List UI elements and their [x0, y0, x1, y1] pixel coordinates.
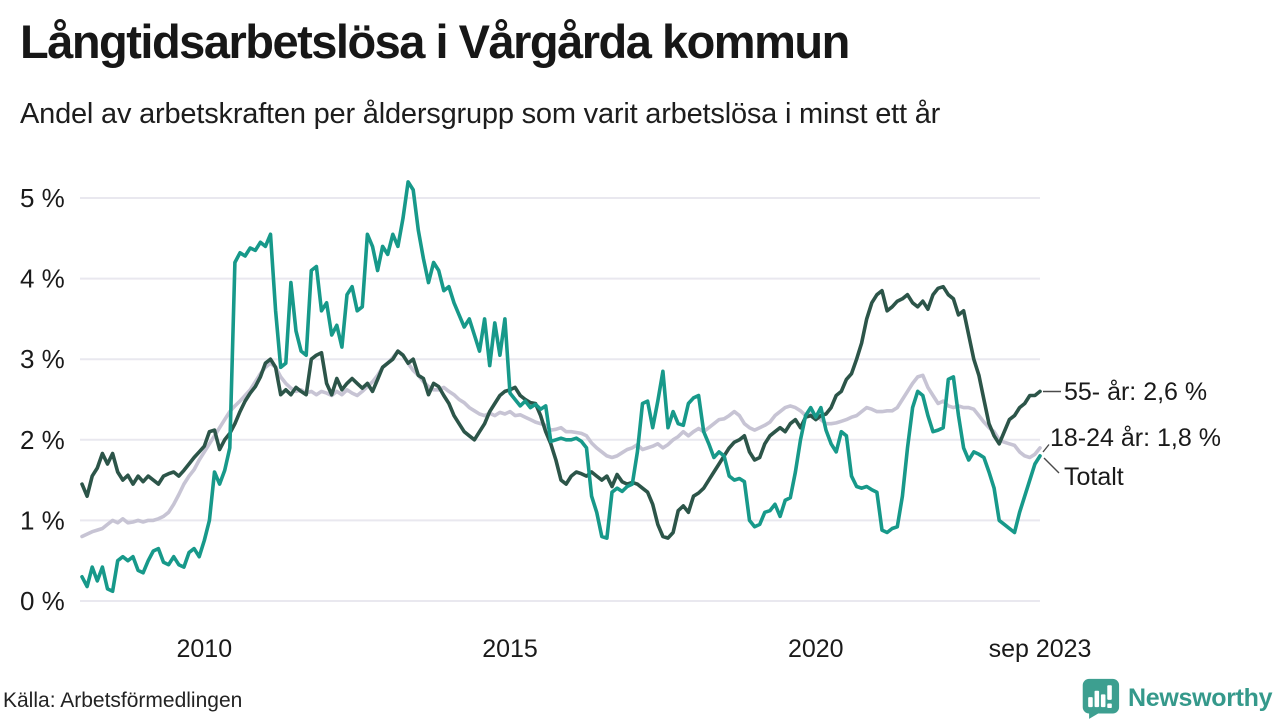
series-line-55-r — [80, 284, 1042, 540]
y-tick-label: 0 % — [20, 586, 65, 616]
newsworthy-logo[interactable]: Newsworthy — [1080, 677, 1273, 719]
series-end-label-18-24-r: 18-24 år: 1,8 % — [1050, 424, 1221, 452]
brand-wordmark: Newsworthy — [1128, 684, 1273, 712]
y-tick-label: 5 % — [20, 183, 65, 213]
series-line-18-24-r — [80, 180, 1042, 594]
x-tick-label: sep 2023 — [989, 635, 1092, 663]
series-end-label-totalt: Totalt — [1064, 463, 1124, 491]
x-tick-label: 2015 — [482, 635, 538, 663]
label-connector-18-24-r — [1042, 444, 1050, 453]
y-tick-label: 4 % — [20, 264, 65, 294]
y-tick-label: 2 % — [20, 425, 65, 455]
page-subtitle: Andel av arbetskraften per åldersgrupp s… — [20, 98, 941, 130]
line-chart: 0 % 1 % 2 % 3 % 4 % 5 % 2010 2015 2020 sep 2023 55… — [20, 180, 1221, 663]
series-end-label-55-r: 55- år: 2,6 % — [1064, 378, 1207, 406]
y-tick-label: 1 % — [20, 505, 65, 535]
series-line-totalt — [80, 349, 1042, 539]
page-title: Långtidsarbetslösa i Vårgårda kommun — [20, 15, 850, 68]
source-note: Källa: Arbetsförmedlingen — [3, 689, 243, 712]
x-tick-label: 2010 — [176, 635, 232, 663]
newsworthy-speech-bubble-bar-chart-icon — [1082, 678, 1120, 719]
label-connector-totalt — [1043, 457, 1060, 474]
y-tick-label: 3 % — [20, 344, 65, 374]
x-tick-label: 2020 — [788, 635, 844, 663]
